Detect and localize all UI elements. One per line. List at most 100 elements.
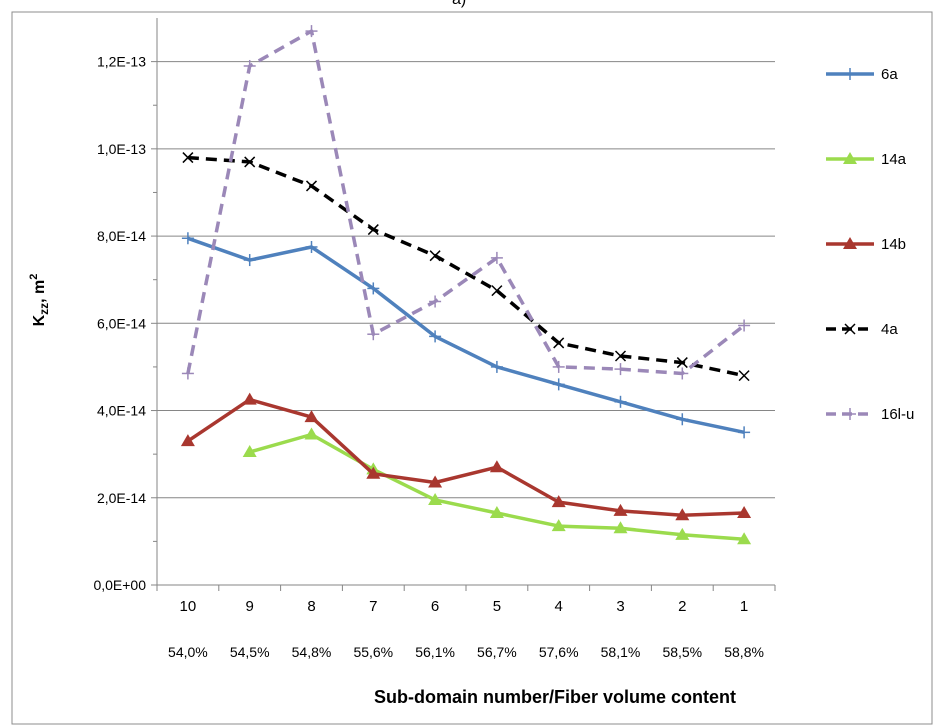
data-point: [614, 363, 627, 376]
x-tick-label: 3: [616, 598, 624, 615]
data-point: [613, 521, 628, 534]
x-secondary-label: 54,0%: [168, 644, 208, 660]
data-point: [551, 519, 566, 532]
chart-frame: [11, 11, 933, 725]
x-secondary-label: 55,6%: [353, 644, 393, 660]
marker-stroke: [738, 370, 750, 382]
marker-stroke: [305, 180, 318, 192]
legend-item: 6a: [826, 66, 898, 83]
legend-label: 14b: [881, 236, 906, 253]
data-point: [843, 237, 857, 249]
legend-item: 4a: [826, 321, 898, 338]
data-point: [676, 367, 689, 380]
marker-stroke: [244, 156, 256, 168]
data-point: [675, 508, 690, 521]
marker-stroke: [844, 323, 856, 335]
legend-item: 14b: [826, 236, 906, 253]
data-point: [613, 503, 628, 516]
marker-stroke: [182, 152, 194, 164]
data-point: [243, 254, 256, 267]
series-6a: [181, 232, 751, 439]
data-point: [844, 323, 856, 335]
x-secondary-label: 56,7%: [477, 644, 517, 660]
x-tick-label: 10: [180, 598, 197, 615]
data-point: [844, 408, 856, 420]
legend: 6a 14a 14b 4a 16l-u: [826, 66, 914, 423]
x-tick-label: 7: [369, 598, 377, 615]
data-point: [489, 506, 504, 519]
data-point: [738, 426, 751, 439]
x-tick-label: 4: [555, 598, 563, 615]
data-point: [843, 152, 857, 164]
y-tick-label: 1,0E-13: [97, 141, 146, 157]
data-point: [737, 506, 752, 519]
data-point: [305, 25, 318, 38]
series-line: [187, 155, 745, 378]
data-point: [428, 475, 443, 488]
y-tick-label: 4,0E-14: [97, 403, 146, 419]
data-point: [182, 152, 194, 164]
marker-stroke: [614, 350, 627, 362]
x-axis-label: Sub-domain number/Fiber volume content: [374, 687, 736, 707]
series-group: [180, 25, 752, 545]
legend-label: 6a: [881, 66, 898, 83]
data-point: [304, 410, 319, 423]
y-tick-label: 1,2E-13: [97, 54, 146, 70]
x-tick-label: 8: [307, 598, 315, 615]
y-tick-label: 0,0E+00: [93, 577, 146, 593]
data-point: [844, 68, 856, 80]
x-secondary-label: 58,1%: [601, 644, 641, 660]
data-point: [367, 328, 380, 341]
data-point: [552, 360, 565, 373]
x-tick-labels: 10 54,0% 9 54,5% 8 54,8% 7 55,6% 6 56,1% 5 56,7% 4 57…: [168, 598, 764, 660]
y-tick-label: 8,0E-14: [97, 228, 146, 244]
data-point: [614, 395, 627, 408]
x-tick-label: 9: [246, 598, 254, 615]
x-secondary-label: 57,6%: [539, 644, 579, 660]
data-point: [181, 232, 194, 245]
data-point: [244, 156, 256, 168]
y-tick-label: 6,0E-14: [97, 315, 146, 331]
series-line: [186, 397, 745, 517]
data-point: [738, 370, 750, 382]
legend-label: 16l-u: [881, 406, 914, 423]
data-point: [242, 444, 257, 457]
data-point: [429, 330, 442, 343]
data-point: [490, 251, 503, 264]
data-point: [304, 427, 319, 440]
data-point: [491, 285, 503, 297]
legend-item: 16l-u: [826, 406, 914, 423]
data-point: [305, 180, 318, 192]
panel-label: a): [452, 0, 466, 9]
legend-label: 4a: [881, 321, 898, 338]
legend-item: 14a: [826, 151, 907, 168]
marker-stroke: [491, 285, 503, 297]
x-secondary-label: 58,8%: [724, 644, 764, 660]
data-point: [428, 492, 443, 505]
data-point: [366, 466, 381, 479]
data-point: [676, 357, 688, 369]
data-point: [242, 392, 257, 405]
series-line: [186, 29, 746, 376]
marker-stroke: [367, 224, 379, 236]
x-tick-label: 5: [493, 598, 501, 615]
data-point: [429, 250, 441, 262]
marker-stroke: [553, 337, 565, 349]
series-14a: [242, 427, 752, 545]
x-secondary-label: 54,5%: [230, 644, 270, 660]
x-secondary-label: 56,1%: [415, 644, 455, 660]
data-point: [180, 434, 195, 447]
data-point: [305, 240, 318, 253]
series-14b: [180, 392, 752, 521]
data-point: [367, 282, 380, 295]
marker-stroke: [429, 250, 441, 262]
x-tick-label: 6: [431, 598, 439, 615]
data-point: [676, 413, 689, 426]
marker-stroke: [676, 357, 688, 369]
series-16l-u: [181, 25, 751, 380]
x-tick-label: 1: [740, 598, 748, 615]
data-point: [614, 350, 627, 362]
axes: [151, 18, 776, 591]
data-point: [737, 532, 752, 545]
